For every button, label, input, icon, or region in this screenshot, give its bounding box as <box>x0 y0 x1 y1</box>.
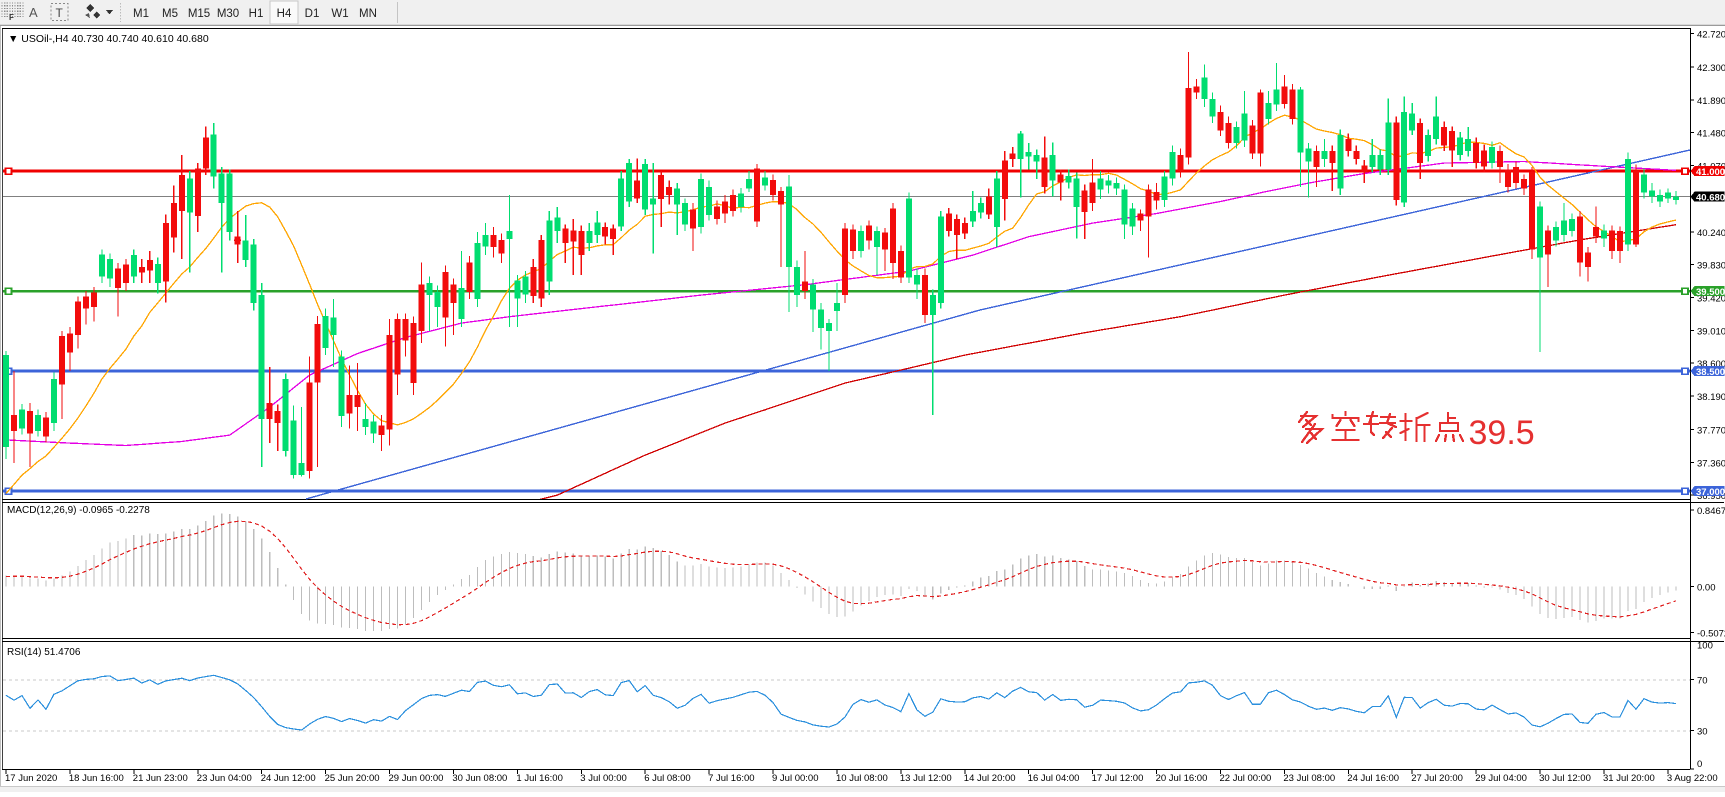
svg-text:40.240: 40.240 <box>1697 228 1725 239</box>
svg-text:39.010: 39.010 <box>1697 326 1725 337</box>
svg-text:42.720: 42.720 <box>1697 30 1725 41</box>
svg-text:9 Jul 00:00: 9 Jul 00:00 <box>772 773 818 784</box>
svg-text:H4: H4 <box>277 8 292 20</box>
svg-text:RSI(14) 51.4706: RSI(14) 51.4706 <box>7 647 81 658</box>
svg-text:H1: H1 <box>249 8 264 20</box>
svg-text:39.420: 39.420 <box>1697 294 1725 305</box>
svg-text:MACD(12,26,9) -0.0965 -0.2278: MACD(12,26,9) -0.0965 -0.2278 <box>7 505 150 516</box>
svg-text:23 Jun 04:00: 23 Jun 04:00 <box>197 773 252 784</box>
svg-text:D1: D1 <box>305 8 320 20</box>
svg-text:17 Jun 2020: 17 Jun 2020 <box>5 773 57 784</box>
svg-text:21 Jun 23:00: 21 Jun 23:00 <box>133 773 188 784</box>
svg-text:41.890: 41.890 <box>1697 96 1725 107</box>
svg-text:100: 100 <box>1697 641 1713 652</box>
svg-text:-0.5072: -0.5072 <box>1697 629 1725 640</box>
svg-text:T: T <box>56 6 64 20</box>
svg-text:39.830: 39.830 <box>1697 261 1725 272</box>
svg-text:20 Jul 16:00: 20 Jul 16:00 <box>1156 773 1208 784</box>
svg-text:3 Jul 00:00: 3 Jul 00:00 <box>580 773 626 784</box>
svg-text:6 Jul 08:00: 6 Jul 08:00 <box>644 773 690 784</box>
svg-text:16 Jul 04:00: 16 Jul 04:00 <box>1028 773 1080 784</box>
svg-text:41.000: 41.000 <box>1696 167 1725 178</box>
svg-text:M15: M15 <box>188 8 210 20</box>
svg-text:18 Jun 16:00: 18 Jun 16:00 <box>69 773 124 784</box>
svg-text:39.500: 39.500 <box>1696 287 1725 298</box>
svg-text:3 Aug 22:00: 3 Aug 22:00 <box>1667 773 1718 784</box>
svg-text:W1: W1 <box>331 8 348 20</box>
svg-text:0.00: 0.00 <box>1697 583 1716 594</box>
svg-text:F: F <box>9 13 14 22</box>
svg-text:29 Jun 00:00: 29 Jun 00:00 <box>389 773 444 784</box>
svg-text:30 Jun 08:00: 30 Jun 08:00 <box>452 773 507 784</box>
svg-text:13 Jul 12:00: 13 Jul 12:00 <box>900 773 952 784</box>
svg-text:MN: MN <box>359 8 377 20</box>
svg-text:▼ USOil-,H4 40.730 40.740 40.: ▼ USOil-,H4 40.730 40.740 40.610 40.680 <box>8 33 209 45</box>
svg-text:39.5: 39.5 <box>1469 414 1535 452</box>
svg-text:27 Jul 20:00: 27 Jul 20:00 <box>1411 773 1463 784</box>
svg-text:38.500: 38.500 <box>1696 367 1725 378</box>
svg-text:7 Jul 16:00: 7 Jul 16:00 <box>708 773 754 784</box>
svg-text:1 Jul 16:00: 1 Jul 16:00 <box>516 773 562 784</box>
svg-text:29 Jul 04:00: 29 Jul 04:00 <box>1475 773 1527 784</box>
svg-text:0: 0 <box>1697 759 1702 770</box>
svg-text:41.480: 41.480 <box>1697 129 1725 140</box>
svg-text:14 Jul 20:00: 14 Jul 20:00 <box>964 773 1016 784</box>
svg-text:30: 30 <box>1697 727 1708 738</box>
svg-text:24 Jun 12:00: 24 Jun 12:00 <box>261 773 316 784</box>
svg-text:17 Jul 12:00: 17 Jul 12:00 <box>1092 773 1144 784</box>
svg-text:36.950: 36.950 <box>1697 491 1725 502</box>
svg-text:38.190: 38.190 <box>1697 392 1725 403</box>
svg-text:22 Jul 00:00: 22 Jul 00:00 <box>1220 773 1272 784</box>
svg-text:31 Jul 20:00: 31 Jul 20:00 <box>1603 773 1655 784</box>
svg-text:40.680: 40.680 <box>1696 193 1725 204</box>
svg-text:24 Jul 16:00: 24 Jul 16:00 <box>1347 773 1399 784</box>
svg-text:37.000: 37.000 <box>1696 487 1725 498</box>
svg-text:23 Jul 08:00: 23 Jul 08:00 <box>1283 773 1335 784</box>
svg-text:M5: M5 <box>162 8 178 20</box>
svg-text:25 Jun 20:00: 25 Jun 20:00 <box>325 773 380 784</box>
svg-text:M1: M1 <box>133 8 149 20</box>
svg-text:37.360: 37.360 <box>1697 458 1725 469</box>
svg-text:70: 70 <box>1697 676 1708 687</box>
svg-text:30 Jul 12:00: 30 Jul 12:00 <box>1539 773 1591 784</box>
svg-text:M30: M30 <box>217 8 239 20</box>
svg-text:42.300: 42.300 <box>1697 63 1725 74</box>
svg-text:10 Jul 08:00: 10 Jul 08:00 <box>836 773 888 784</box>
svg-text:37.770: 37.770 <box>1697 426 1725 437</box>
svg-text:A: A <box>29 5 38 20</box>
svg-text:0.8467: 0.8467 <box>1697 506 1725 517</box>
svg-text:38.600: 38.600 <box>1697 359 1725 370</box>
